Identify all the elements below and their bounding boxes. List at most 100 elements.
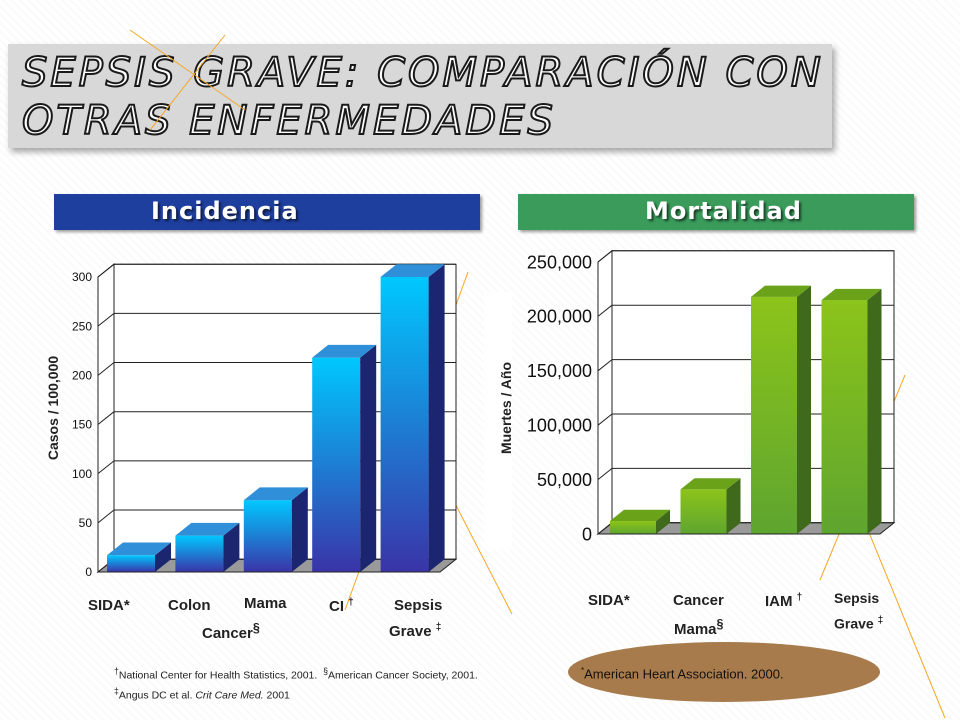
- mort-grid-diag: [597, 359, 613, 372]
- inc-cat-ci-text: CI: [329, 598, 344, 615]
- inc-cat-grave-text: Grave: [389, 623, 432, 640]
- mort-cat-mama-sup: §: [716, 617, 724, 631]
- inc-ytick-label: 50: [79, 516, 93, 530]
- inc-cat-ci: CI †: [329, 597, 354, 615]
- mortality-y-axis-label: Muertes / Año: [498, 361, 514, 455]
- deco-line: [149, 34, 226, 131]
- footnote-journal: Crit Care Med.: [195, 689, 264, 702]
- footnote-acs: American Cancer Society, 2001.: [328, 669, 478, 682]
- mort-bar-top: [610, 509, 670, 521]
- mort-ytick-label: 100,000: [527, 416, 592, 436]
- inc-cat-mama: Mama: [244, 595, 287, 612]
- inc-grid-diag: [97, 263, 115, 278]
- inc-bar-top: [107, 542, 171, 556]
- mort-bar: [610, 520, 656, 534]
- inc-ytick-label: 300: [72, 270, 92, 284]
- footnote-sup-star: *: [581, 666, 585, 675]
- mort-cat-iam-sup: †: [796, 592, 803, 603]
- mort-cat-sida: SIDA*: [588, 592, 630, 609]
- title-banner: SEPSIS GRAVE: COMPARACIÓN CON OTRAS ENFE…: [8, 44, 832, 148]
- incidence-banner-title: Incidencia: [151, 197, 299, 225]
- deco-line: [129, 29, 246, 111]
- inc-bar-side: [223, 522, 240, 572]
- mortality-banner: Mortalidad: [518, 194, 914, 230]
- inc-bar-side: [360, 344, 377, 572]
- inc-grid-diag: [97, 509, 115, 524]
- mort-ytick-label: 150,000: [527, 361, 592, 381]
- inc-grid-diag: [97, 460, 115, 475]
- inc-bar: [175, 535, 224, 572]
- inc-bar: [312, 357, 361, 572]
- footnote-nchs: National Center for Health Statistics, 2…: [118, 669, 318, 682]
- footnote-year: 2001: [266, 689, 290, 702]
- inc-grid-diag: [97, 362, 115, 376]
- footnote-sup-ddagger: ‡: [114, 686, 119, 696]
- inc-bar-top: [312, 344, 377, 358]
- inc-bar-side: [428, 264, 445, 572]
- mort-cat-cancer: Cancer: [673, 592, 724, 609]
- mort-bar-side: [726, 478, 741, 534]
- mort-cat-grave: Grave ‡: [834, 615, 883, 632]
- inc-cat-cancer-text: Cancer: [202, 625, 253, 642]
- mort-cat-mama: Mama§: [674, 617, 723, 638]
- inc-grid-diag: [97, 411, 115, 425]
- mort-bar-side: [797, 285, 811, 534]
- footnote-aha: *American Heart Association. 2000.: [581, 666, 784, 681]
- mort-cat-grave-sup: ‡: [877, 615, 884, 626]
- inc-bar: [380, 277, 429, 572]
- inc-bar-top: [380, 264, 445, 277]
- mort-ytick-label: 50,000: [537, 470, 592, 490]
- mort-grid-diag: [597, 413, 613, 426]
- inc-cat-sepsis: Sepsis: [394, 597, 443, 614]
- inc-grid-diag: [97, 312, 115, 327]
- mort-grid-diag: [597, 250, 613, 263]
- mort-cat-sepsis: Sepsis: [834, 590, 880, 606]
- footnote-sup-section: §: [323, 666, 329, 676]
- mort-grid-diag: [597, 304, 613, 317]
- title-line-2: OTRAS ENFERMEDADES: [21, 97, 556, 145]
- inc-ytick-label: 200: [72, 369, 92, 383]
- mort-bar: [751, 296, 797, 534]
- inc-cat-cancer-sup: §: [252, 621, 260, 635]
- mort-cat-mama-text: Mama: [674, 621, 717, 638]
- mort-side-wall: [597, 249, 613, 536]
- footnote-aha-text: American Heart Association. 2000.: [584, 666, 784, 682]
- inc-cat-ci-sup: †: [348, 597, 354, 608]
- inc-ytick-label: 0: [85, 565, 92, 579]
- footnote-angus: Angus DC et al.: [118, 689, 193, 702]
- inc-bar-top: [243, 487, 308, 501]
- mort-bar: [680, 489, 727, 534]
- inc-bar: [243, 500, 292, 572]
- mort-bar: [821, 300, 868, 534]
- inc-bar-top: [175, 522, 240, 536]
- inc-cat-grave: Grave ‡: [389, 622, 441, 640]
- inc-bar-side: [291, 487, 308, 572]
- mort-bar-top: [680, 478, 741, 490]
- inc-cat-colon: Colon: [168, 597, 211, 614]
- mortality-y-label-cover: [492, 300, 512, 549]
- mort-cat-iam-text: IAM: [765, 593, 793, 610]
- inc-bar: [107, 555, 155, 572]
- highlight-oval: [568, 642, 880, 702]
- mort-ytick-label: 200,000: [527, 307, 592, 327]
- mort-ytick-label: 0: [582, 524, 592, 544]
- mort-bar-top: [821, 288, 882, 301]
- inc-cat-grave-sup: ‡: [435, 622, 442, 633]
- mort-bar-top: [751, 285, 811, 297]
- inc-cat-sida: SIDA*: [88, 597, 130, 614]
- footnote-line-2: ‡Angus DC et al. Crit Care Med. 2001: [114, 686, 290, 702]
- inc-ytick-label: 100: [72, 467, 92, 481]
- inc-bar-side: [155, 542, 171, 572]
- footnote-sup-dagger: †: [114, 666, 119, 676]
- mort-ytick-label: 250,000: [527, 252, 592, 272]
- mort-cat-iam: IAM †: [765, 592, 802, 610]
- inc-ytick-label: 150: [72, 418, 92, 432]
- mort-grid-diag: [597, 468, 613, 480]
- inc-cat-cancer: Cancer§: [202, 621, 260, 642]
- mort-cat-grave-text: Grave: [834, 615, 874, 632]
- incidence-y-axis-label: Casos / 100,000: [45, 355, 61, 461]
- title-line-1: SEPSIS GRAVE: COMPARACIÓN CON: [21, 49, 824, 97]
- mort-bar-side: [656, 509, 670, 534]
